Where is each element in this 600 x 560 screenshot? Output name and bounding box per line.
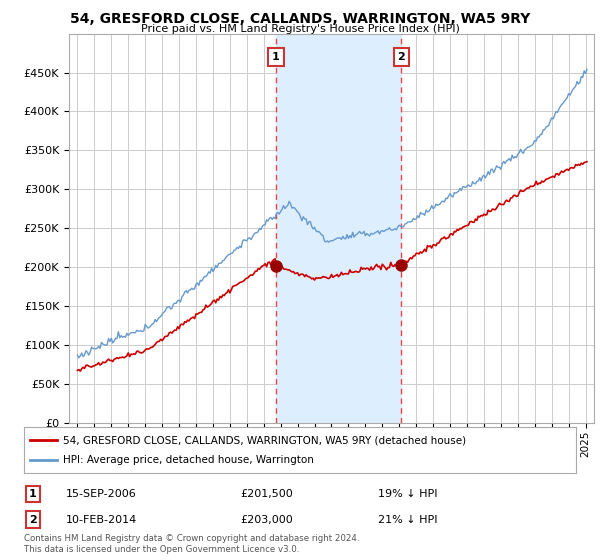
Text: 15-SEP-2006: 15-SEP-2006 bbox=[66, 489, 137, 499]
Text: 1: 1 bbox=[272, 52, 280, 62]
Text: This data is licensed under the Open Government Licence v3.0.: This data is licensed under the Open Gov… bbox=[24, 545, 299, 554]
Text: 10-FEB-2014: 10-FEB-2014 bbox=[66, 515, 137, 525]
Text: 1: 1 bbox=[29, 489, 37, 499]
Text: 54, GRESFORD CLOSE, CALLANDS, WARRINGTON, WA5 9RY (detached house): 54, GRESFORD CLOSE, CALLANDS, WARRINGTON… bbox=[62, 435, 466, 445]
Text: £203,000: £203,000 bbox=[240, 515, 293, 525]
Text: Price paid vs. HM Land Registry's House Price Index (HPI): Price paid vs. HM Land Registry's House … bbox=[140, 24, 460, 34]
Text: 19% ↓ HPI: 19% ↓ HPI bbox=[378, 489, 437, 499]
Text: £201,500: £201,500 bbox=[240, 489, 293, 499]
Text: 54, GRESFORD CLOSE, CALLANDS, WARRINGTON, WA5 9RY: 54, GRESFORD CLOSE, CALLANDS, WARRINGTON… bbox=[70, 12, 530, 26]
Text: 2: 2 bbox=[29, 515, 37, 525]
Text: 2: 2 bbox=[397, 52, 405, 62]
Bar bbox=[276, 34, 401, 423]
Text: 21% ↓ HPI: 21% ↓ HPI bbox=[378, 515, 437, 525]
Text: Contains HM Land Registry data © Crown copyright and database right 2024.: Contains HM Land Registry data © Crown c… bbox=[24, 534, 359, 543]
Text: HPI: Average price, detached house, Warrington: HPI: Average price, detached house, Warr… bbox=[62, 455, 314, 465]
